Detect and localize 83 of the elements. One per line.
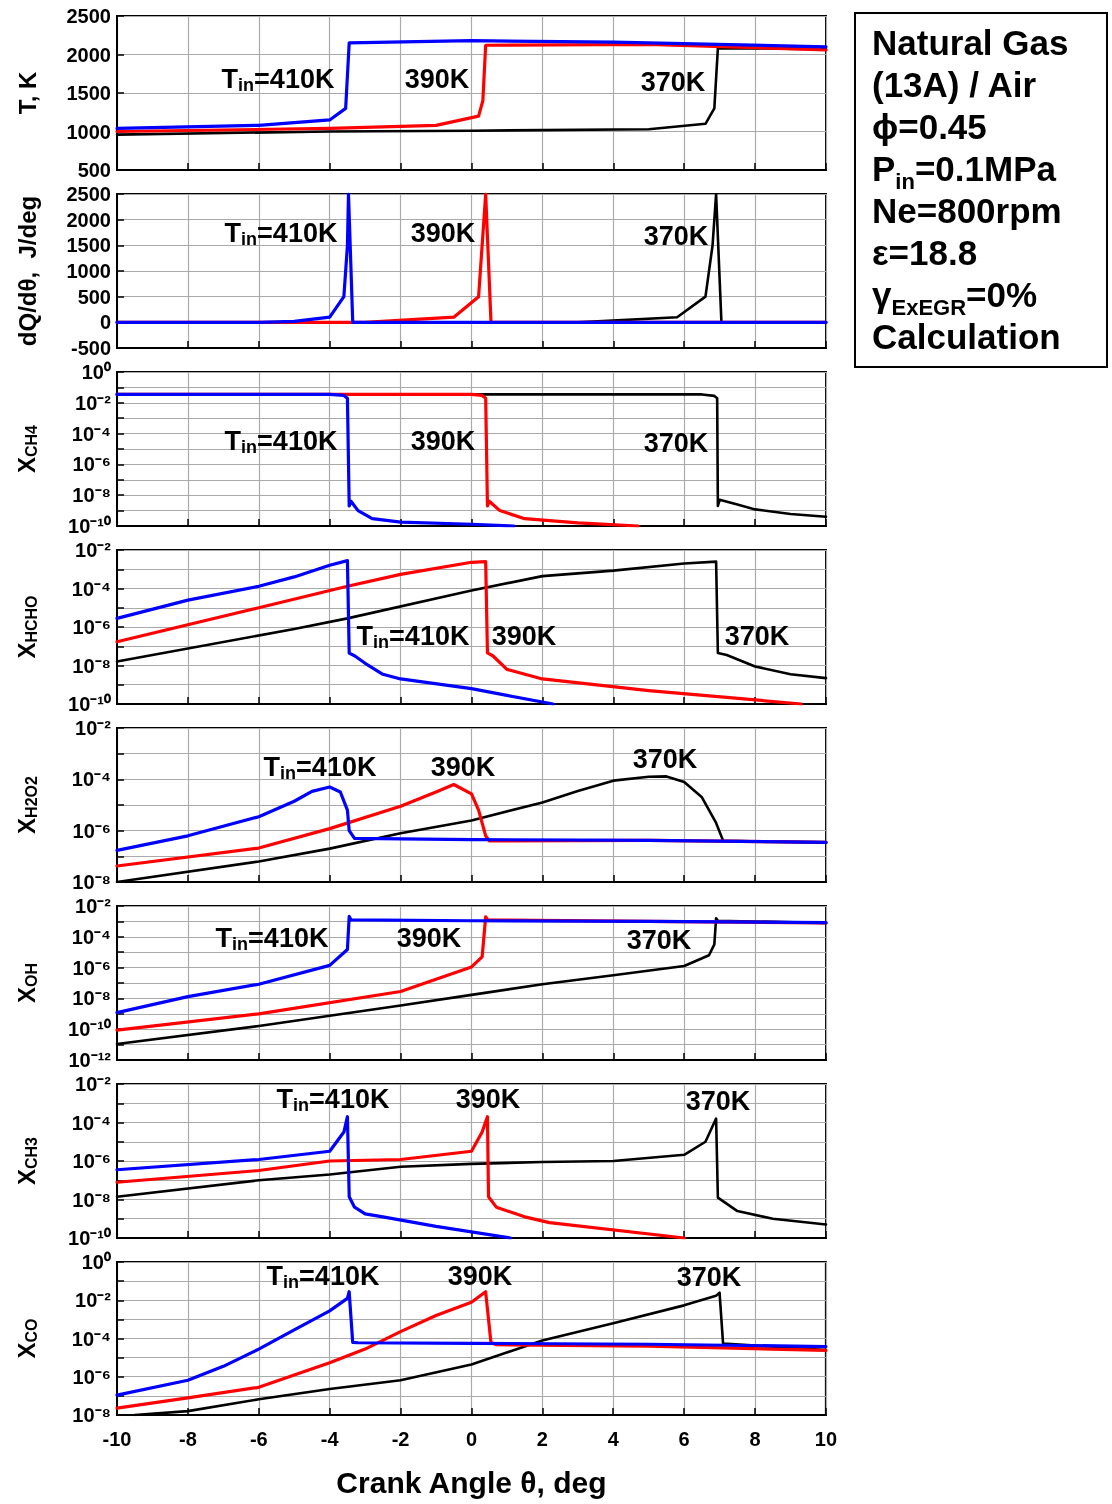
x-tick-label: 8 — [749, 1428, 761, 1450]
y-tick-label: 10⁻⁶ — [72, 616, 111, 638]
annotation: 370K — [640, 67, 706, 98]
y-tick-label: 500 — [77, 159, 111, 181]
y-tick-label: 0 — [99, 311, 111, 334]
y-tick-label: 10⁰ — [81, 1251, 111, 1273]
y-axis-title: XOH — [12, 963, 40, 1004]
y-axis-title: XHCHO — [12, 595, 40, 659]
y-tick-label: 500 — [77, 285, 111, 308]
y-tick-label: 10⁻¹⁰ — [68, 515, 111, 537]
y-tick-label: 10⁻⁶ — [72, 1150, 111, 1172]
y-tick-label: 1000 — [66, 120, 111, 143]
y-tick-label: 10⁰ — [81, 361, 111, 383]
x-tick-label: -2 — [391, 1428, 410, 1450]
annotation: 370K — [685, 1085, 751, 1116]
annotation: 370K — [626, 924, 692, 955]
y-tick-label: 10⁻¹⁰ — [68, 1227, 111, 1249]
y-tick-label: 1500 — [66, 82, 111, 104]
y-tick-label: 10⁻² — [75, 539, 112, 561]
annotation: 370K — [724, 621, 790, 652]
y-axis-title: XH2O2 — [12, 776, 40, 834]
text: ε=18.8 — [872, 232, 979, 274]
y-tick-label: 10⁻¹² — [68, 1049, 112, 1071]
y-tick-label: -500 — [70, 337, 111, 359]
y-tick-label: 10⁻⁸ — [72, 871, 111, 893]
annotation: 370K — [643, 427, 709, 458]
x-tick-label: -6 — [249, 1428, 268, 1450]
y-tick-label: 10⁻⁸ — [72, 484, 111, 507]
x-tick-label: -4 — [320, 1428, 340, 1450]
y-tick-label: 10⁻² — [75, 391, 112, 414]
x-tick-label: 10 — [814, 1428, 837, 1450]
y-tick-label: 10⁻⁶ — [72, 819, 111, 842]
x-tick-label: -8 — [178, 1428, 197, 1450]
y-tick-label: 10⁻⁸ — [72, 1404, 111, 1426]
y-tick-label: 10⁻⁶ — [72, 453, 111, 476]
y-axis-title: XCH3 — [12, 1136, 40, 1186]
annotation: 390K — [455, 1083, 521, 1114]
x-tick-label: 6 — [678, 1428, 690, 1450]
y-tick-label: 1500 — [66, 234, 111, 257]
x-tick-label: 2 — [536, 1428, 548, 1450]
text: Natural Gas — [872, 22, 1070, 64]
y-tick-label: 10⁻⁴ — [71, 925, 111, 948]
text: ϕ=0.45 — [872, 106, 988, 148]
y-tick-label: 10⁻⁶ — [72, 956, 111, 979]
y-tick-label: 2000 — [66, 43, 111, 66]
y-tick-label: 10⁻⁴ — [71, 768, 111, 791]
y-tick-label: 10⁻² — [75, 1073, 112, 1095]
y-tick-label: 2500 — [66, 183, 111, 205]
annotation: 390K — [410, 426, 476, 457]
y-tick-label: 10⁻⁴ — [71, 1111, 111, 1134]
annotation: 390K — [447, 1260, 513, 1291]
y-tick-label: 10⁻⁶ — [72, 1365, 111, 1388]
y-tick-label: 10⁻² — [75, 1289, 112, 1312]
y-tick-label: 2000 — [66, 208, 111, 231]
y-axis-title: dQ/dθ, J/deg — [13, 195, 41, 347]
y-tick-label: 10⁻⁴ — [71, 1327, 111, 1350]
annotation: 390K — [410, 217, 476, 248]
y-tick-label: 10⁻¹⁰ — [68, 693, 111, 715]
y-tick-label: 10⁻² — [75, 895, 112, 917]
annotation: 390K — [491, 621, 557, 652]
y-tick-label: 1000 — [66, 260, 111, 282]
x-axis-title: Crank Angle θ, deg — [336, 1465, 607, 1499]
x-tick-label: 0 — [465, 1428, 477, 1450]
y-axis-title: XCO — [12, 1318, 40, 1359]
y-axis-title: XCH4 — [12, 424, 40, 474]
y-axis-title: T, K — [13, 71, 41, 115]
annotation: 390K — [396, 923, 462, 954]
annotation: 370K — [643, 220, 709, 251]
y-tick-label: 10⁻⁴ — [71, 422, 111, 445]
text: (13A) / Air — [872, 64, 1037, 106]
x-tick-label: -10 — [102, 1428, 132, 1450]
y-tick-label: 2500 — [66, 5, 111, 27]
x-tick-label: 4 — [607, 1428, 620, 1450]
y-tick-label: 10⁻⁸ — [72, 1188, 111, 1211]
annotation: 390K — [430, 751, 496, 782]
y-tick-label: 10⁻⁴ — [71, 577, 111, 600]
y-tick-label: 10⁻⁸ — [72, 987, 111, 1010]
y-tick-label: 10⁻² — [75, 717, 112, 739]
annotation: 370K — [676, 1262, 742, 1293]
annotation: 390K — [404, 64, 470, 95]
annotation: 370K — [632, 743, 698, 774]
y-tick-label: 10⁻¹⁰ — [68, 1018, 111, 1041]
y-tick-label: 10⁻⁸ — [72, 654, 111, 677]
